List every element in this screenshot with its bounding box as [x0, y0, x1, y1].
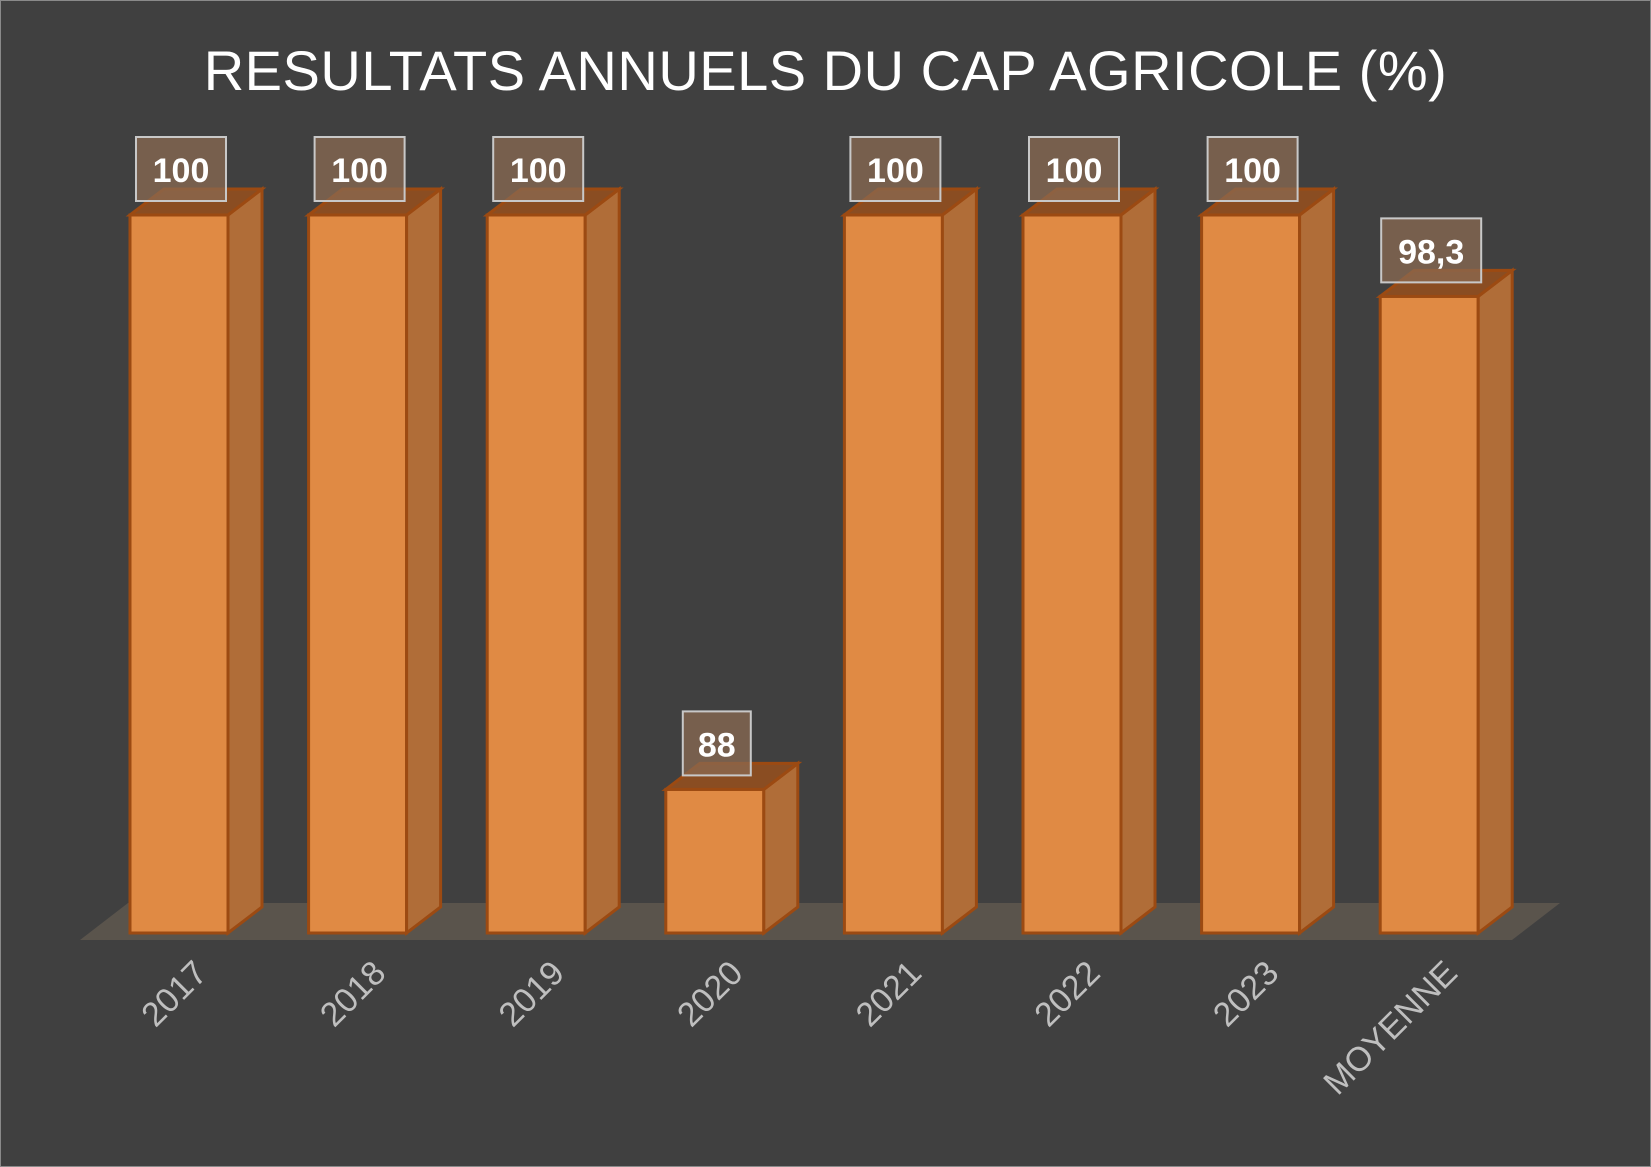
bar-front [1200, 213, 1302, 935]
data-label: 88 [698, 726, 736, 764]
x-tick-label: 2020 [670, 954, 750, 1034]
data-label-box [135, 136, 227, 202]
bar-front [664, 787, 766, 935]
bar-side [940, 185, 978, 937]
bar-front [485, 213, 587, 935]
bar-2017: 100 [125, 136, 267, 937]
x-tick-label: 2022 [1027, 954, 1107, 1034]
data-label: 100 [1224, 152, 1281, 190]
x-tick-label: 2018 [313, 954, 393, 1034]
bar-2018: 100 [304, 136, 446, 937]
bar-side [1298, 185, 1336, 937]
x-tick-label: 2021 [849, 954, 929, 1034]
bar-2021: 100 [839, 136, 981, 937]
data-label: 98,3 [1398, 233, 1464, 271]
data-label-box [849, 136, 942, 202]
bar-side [405, 185, 443, 937]
bar-side [762, 760, 800, 937]
bar-2020: 88 [661, 710, 803, 937]
x-tick-label: 2017 [134, 954, 214, 1034]
data-label-box [681, 710, 752, 777]
x-tick-label: 2023 [1206, 954, 1286, 1034]
bar-side [1119, 185, 1157, 937]
data-label-box [313, 136, 406, 202]
bar-2022: 100 [1018, 136, 1160, 937]
data-label-box [1028, 136, 1120, 202]
bar-front [1021, 213, 1123, 935]
bars-layer: 100 100 100 88 100 100 100 98,3 [125, 136, 1517, 937]
bar-side [226, 185, 264, 937]
data-label: 100 [510, 152, 567, 190]
data-label: 100 [1046, 152, 1103, 190]
data-label-box [1380, 217, 1483, 284]
chart-title: RESULTATS ANNUELS DU CAP AGRICOLE (%) [203, 39, 1448, 102]
data-label-box [1206, 136, 1299, 202]
bar-front [842, 213, 944, 935]
data-label: 100 [331, 152, 388, 190]
chart-floor [80, 903, 1560, 940]
data-label-box [492, 136, 585, 202]
x-axis-ticks: 2017 2018 2019 2020 2021 2022 2023 MOYENNE [134, 954, 1465, 1102]
bar-2019: 100 [482, 136, 624, 937]
bar-front [1378, 294, 1480, 935]
bar-front [128, 213, 230, 935]
data-label: 100 [867, 152, 924, 190]
bar-side [583, 185, 621, 937]
bar-side [1476, 267, 1514, 937]
x-tick-label: MOYENNE [1316, 954, 1464, 1102]
bar-moyenne: 98,3 [1375, 217, 1517, 937]
x-tick-label: 2019 [492, 954, 572, 1034]
data-label: 100 [153, 152, 210, 190]
bar-2023: 100 [1197, 136, 1339, 937]
bar-front [307, 213, 409, 935]
